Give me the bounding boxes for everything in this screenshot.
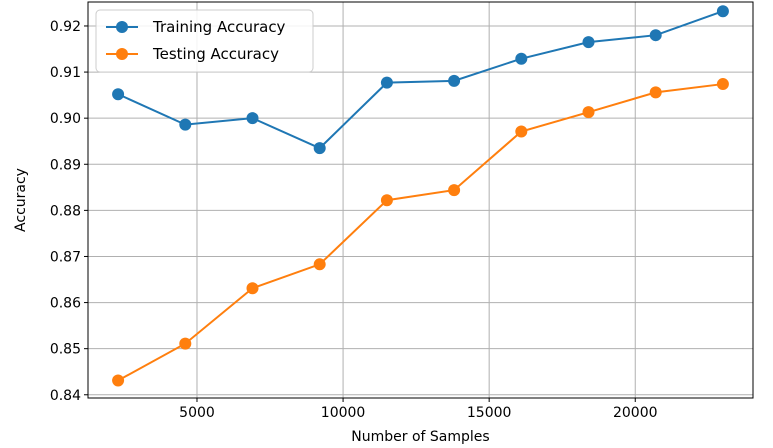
testing-accuracy-point: [179, 337, 192, 350]
axis-ticks: 5000 10000 15000 20000 0.84 0.85 0.86 0.87 0.88 0…: [50, 19, 658, 421]
x-axis-label: Number of Samples: [351, 429, 489, 445]
plot-frame: [87, 1, 754, 399]
legend-testing-accuracy-marker: [116, 48, 128, 60]
training-accuracy-line: [117, 10, 724, 150]
testing-accuracy-point: [313, 258, 326, 271]
y-tick-label: 0.87: [50, 249, 81, 265]
training-accuracy-point: [716, 5, 729, 18]
x-tick-label: 15000: [467, 405, 512, 421]
training-accuracy-point: [313, 142, 326, 155]
testing-accuracy-point: [649, 86, 662, 99]
y-tick-label: 0.92: [50, 19, 81, 35]
y-tick-label: 0.84: [50, 388, 81, 404]
training-accuracy-point: [448, 74, 461, 87]
y-tick-label: 0.90: [50, 111, 81, 127]
training-accuracy-point: [112, 88, 125, 101]
training-accuracy-point: [179, 118, 192, 131]
testing-accuracy-point: [582, 106, 595, 119]
training-accuracy-point: [582, 36, 595, 49]
x-tick-label: 20000: [613, 405, 658, 421]
testing-accuracy-point: [716, 78, 729, 91]
testing-accuracy-point: [112, 374, 125, 387]
testing-accuracy-point: [246, 282, 259, 295]
y-tick-label: 0.85: [50, 342, 81, 358]
training-accuracy-point: [515, 52, 528, 65]
y-tick-label: 0.86: [50, 296, 81, 312]
testing-accuracy-point: [448, 184, 461, 197]
testing-accuracy-point: [515, 125, 528, 138]
x-tick-label: 5000: [179, 405, 215, 421]
series-layer: [112, 5, 729, 387]
y-tick-label: 0.89: [50, 157, 81, 173]
y-tick-label: 0.91: [50, 65, 81, 81]
x-tick-label: 10000: [321, 405, 366, 421]
y-tick-label: 0.88: [50, 203, 81, 219]
testing-accuracy-line: [117, 83, 724, 382]
y-axis-label: Accuracy: [13, 168, 29, 232]
grid-lines: [88, 2, 753, 398]
legend-box: [95, 9, 314, 73]
testing-accuracy-point: [380, 194, 393, 207]
legend: Training Accuracy Testing Accuracy: [95, 9, 314, 73]
training-accuracy-point: [649, 29, 662, 42]
training-accuracy-point: [246, 112, 259, 125]
training-accuracy-point: [380, 76, 393, 89]
legend-training-accuracy-marker: [116, 21, 128, 33]
legend-training-accuracy-label: Training Accuracy: [152, 18, 286, 36]
legend-testing-accuracy-label: Testing Accuracy: [152, 45, 279, 63]
